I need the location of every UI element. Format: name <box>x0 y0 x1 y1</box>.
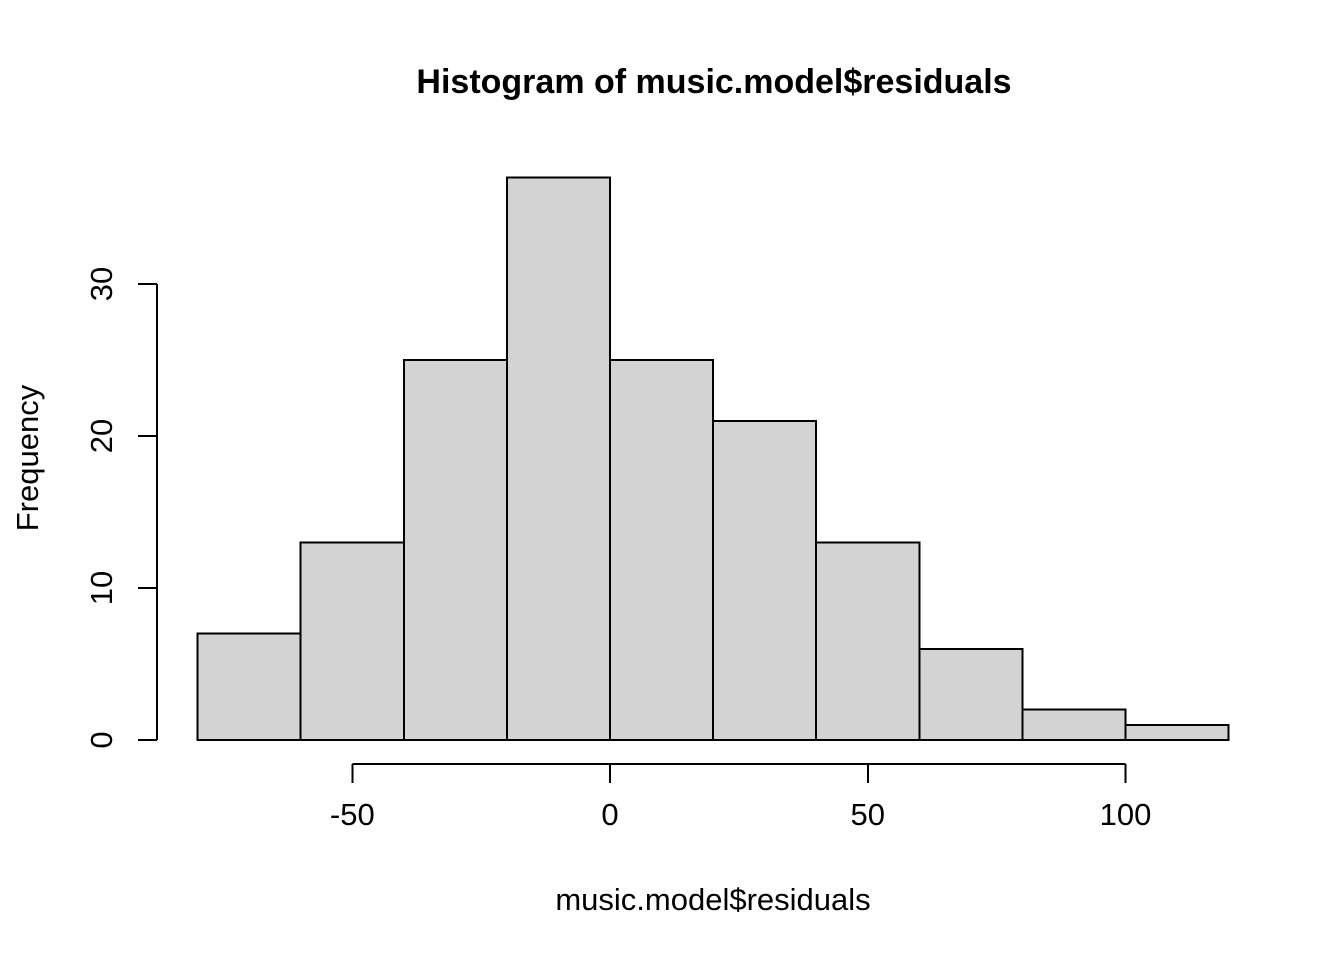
x-tick-label: 50 <box>851 797 885 832</box>
histogram-bar <box>918 647 1024 741</box>
y-tick-label: 10 <box>84 571 119 605</box>
x-tick-label: 100 <box>1100 797 1152 832</box>
y-tick-label: 30 <box>84 267 119 301</box>
histogram-bar <box>609 359 715 741</box>
histogram-bar <box>1124 723 1230 741</box>
histogram-bar <box>712 419 818 741</box>
x-tick-label: 0 <box>601 797 618 832</box>
y-axis-label: Frequency <box>10 384 45 531</box>
x-axis-label: music.model$residuals <box>555 882 870 917</box>
histogram-bar <box>505 176 611 742</box>
x-axis: -50 0 50 100 <box>330 763 1152 832</box>
y-tick-label: 0 <box>84 731 119 748</box>
chart-title: Histogram of music.model$residuals <box>416 63 1011 101</box>
histogram-bar <box>402 359 508 741</box>
x-tick-label: -50 <box>330 797 375 832</box>
y-axis: 0 10 20 30 <box>84 267 158 749</box>
histogram-bar <box>196 632 302 741</box>
histogram-bar <box>299 541 405 742</box>
histogram-bar <box>815 541 921 742</box>
histogram-bar <box>1021 708 1127 741</box>
y-tick-label: 20 <box>84 419 119 453</box>
bars-group <box>196 176 1230 742</box>
